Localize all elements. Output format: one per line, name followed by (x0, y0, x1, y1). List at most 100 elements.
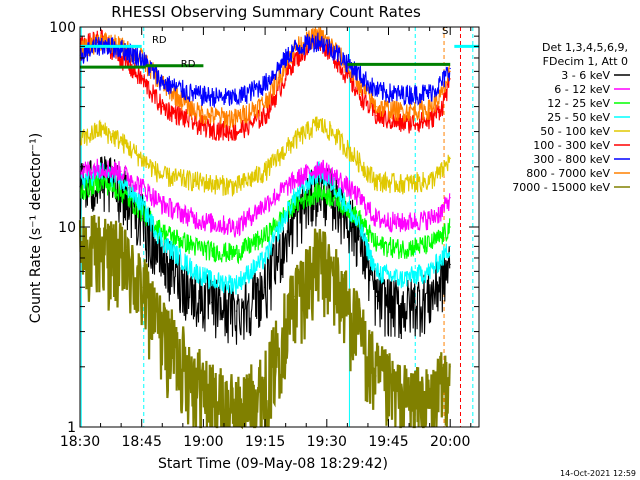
legend-header-1: FDecim 1, Att 0 (543, 55, 628, 68)
data-point-0-17 (449, 263, 451, 266)
data-point-1-13 (375, 218, 377, 220)
data-point-8-5 (194, 375, 196, 377)
data-point-1-15 (429, 218, 431, 220)
x-tick-label-5: 19:45 (368, 434, 408, 450)
x-tick-label-0: 18:30 (60, 434, 100, 450)
series-line-3 (79, 160, 451, 295)
series-line-6 (79, 32, 451, 108)
data-point-0-6 (211, 301, 213, 303)
data-point-2-2 (120, 191, 122, 193)
series-6 (79, 32, 451, 108)
data-point-1-2 (120, 170, 122, 172)
data-point-6-14 (400, 93, 402, 96)
data-point-1-4 (161, 203, 163, 205)
data-point-6-7 (235, 97, 237, 99)
data-point-1-10 (317, 166, 320, 168)
data-point-8-11 (334, 278, 336, 280)
data-point-7-7 (235, 117, 237, 119)
data-point-6-1 (99, 43, 102, 45)
data-point-1-16 (441, 210, 443, 212)
legend-label-8: 7000 - 15000 keV (512, 181, 610, 194)
data-point-4-15 (429, 180, 431, 182)
data-point-2-7 (235, 252, 237, 254)
annotation-0: RD (152, 35, 167, 46)
data-point-5-15 (429, 120, 431, 122)
data-point-5-17 (449, 78, 451, 80)
x-tick-label-2: 19:00 (183, 434, 223, 450)
data-point-4-14 (400, 182, 402, 185)
data-point-2-5 (194, 245, 196, 247)
data-point-5-3 (141, 78, 143, 80)
y-axis-label: Count Rate (s⁻¹ detector⁻¹) (28, 133, 44, 323)
x-axis-label: Start Time (09-May-08 18:29:42) (158, 456, 388, 472)
data-point-7-16 (441, 93, 443, 96)
data-point-8-12 (359, 330, 361, 333)
data-point-7-13 (375, 105, 377, 108)
data-point-2-13 (375, 243, 377, 245)
data-point-8-8 (264, 385, 266, 387)
data-point-3-5 (194, 270, 196, 272)
series-line-1 (79, 158, 451, 238)
data-point-4-17 (449, 157, 451, 160)
legend-label-7: 800 - 7000 keV (526, 167, 610, 180)
series-3 (79, 160, 451, 295)
data-point-4-16 (441, 170, 443, 172)
legend-label-4: 50 - 100 keV (540, 125, 610, 138)
data-point-8-14 (400, 397, 402, 399)
data-point-4-2 (120, 140, 122, 142)
legend-label-2: 12 - 25 keV (547, 97, 610, 110)
annotation-1: RD (181, 59, 196, 70)
x-tick-label-3: 19:15 (245, 434, 285, 450)
data-point-3-6 (211, 279, 213, 282)
data-point-3-4 (161, 240, 163, 242)
annotation-2: S (442, 26, 448, 37)
data-point-8-1 (99, 245, 102, 247)
data-point-6-6 (211, 95, 213, 97)
data-point-4-13 (375, 180, 377, 182)
data-point-4-4 (161, 175, 163, 177)
data-point-5-14 (400, 122, 402, 124)
data-point-2-11 (334, 197, 336, 199)
data-point-1-7 (235, 226, 237, 228)
data-point-2-4 (161, 230, 163, 233)
data-point-8-3 (141, 286, 143, 288)
data-point-3-15 (429, 270, 431, 272)
data-point-8-17 (449, 366, 451, 368)
data-point-2-1 (99, 180, 102, 182)
data-point-5-5 (194, 122, 196, 124)
data-point-1-8 (264, 203, 266, 205)
legend-label-6: 300 - 800 keV (533, 153, 610, 166)
data-point-6-16 (441, 81, 443, 83)
data-point-5-8 (264, 115, 266, 117)
data-point-8-10 (317, 257, 320, 259)
data-point-1-17 (449, 197, 451, 199)
x-tick-label-1: 18:45 (122, 434, 162, 450)
data-point-0-8 (264, 286, 266, 288)
data-point-4-5 (194, 180, 196, 182)
series-1 (79, 158, 451, 238)
data-point-5-12 (359, 93, 361, 96)
x-tick-label-6: 20:00 (430, 434, 470, 450)
y-tick-label-0: 1 (67, 420, 76, 436)
data-point-1-9 (293, 180, 295, 182)
data-point-1-12 (359, 197, 361, 199)
data-point-7-5 (194, 110, 196, 112)
chart-title: RHESSI Observing Summary Count Rates (111, 3, 421, 21)
data-point-7-6 (211, 115, 213, 117)
data-point-4-8 (264, 170, 266, 172)
data-point-6-2 (120, 47, 122, 50)
data-point-3-14 (400, 278, 402, 280)
data-point-7-17 (449, 70, 451, 72)
data-point-1-14 (400, 222, 402, 224)
data-point-8-13 (375, 375, 377, 377)
series-5 (79, 29, 451, 142)
data-point-5-4 (161, 105, 163, 108)
data-point-0-15 (429, 295, 431, 297)
data-point-1-3 (141, 185, 143, 187)
series-line-7 (79, 26, 451, 128)
data-point-2-15 (429, 243, 431, 245)
data-point-5-7 (235, 130, 237, 133)
data-point-4-12 (359, 161, 361, 164)
data-point-5-16 (441, 105, 443, 108)
data-point-0-16 (441, 278, 443, 280)
